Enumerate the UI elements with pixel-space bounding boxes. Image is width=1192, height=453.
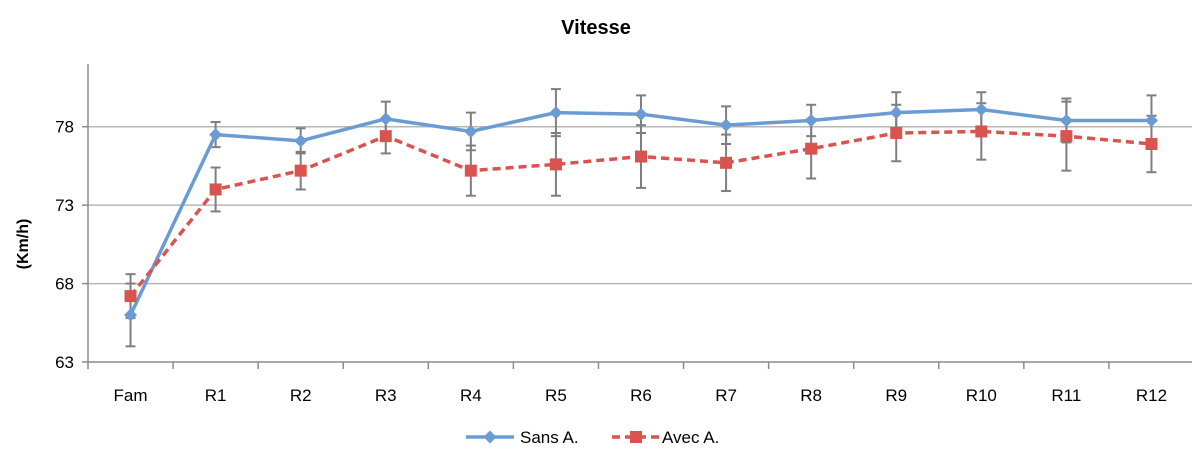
x-tick-label: Fam xyxy=(114,386,148,405)
data-point xyxy=(889,106,903,120)
legend: Sans A. Avec A. xyxy=(466,428,719,447)
data-point xyxy=(805,142,818,155)
data-point xyxy=(1145,137,1158,150)
x-tick-label: R11 xyxy=(1051,386,1081,405)
x-tick-label: R12 xyxy=(1136,386,1167,405)
data-point xyxy=(975,125,988,138)
x-tick-label: R10 xyxy=(966,386,997,405)
data-point xyxy=(635,150,647,163)
data-point xyxy=(464,164,477,177)
y-tick-label: 78 xyxy=(55,118,74,137)
error-bars xyxy=(125,88,1157,348)
data-point xyxy=(379,112,393,126)
data-point xyxy=(549,158,562,171)
data-point xyxy=(294,134,308,148)
data-point xyxy=(464,124,478,138)
data-point xyxy=(720,156,733,169)
data-point xyxy=(379,130,392,143)
data-point xyxy=(804,113,818,127)
x-tick-label: R7 xyxy=(715,386,737,405)
chart-title: Vitesse xyxy=(561,17,631,39)
data-point xyxy=(719,118,733,132)
data-point xyxy=(294,164,307,177)
data-point xyxy=(1060,130,1073,143)
axes xyxy=(82,64,1192,369)
x-tick-labels: Fam R1 R2 R3 R4 R5 R6 R7 R8 R9 R10 R11 R12 xyxy=(114,386,1168,405)
x-tick-label: R9 xyxy=(885,386,907,405)
data-markers xyxy=(124,102,1158,322)
y-tick-label: 73 xyxy=(55,196,74,215)
x-tick-label: R1 xyxy=(205,386,227,405)
data-point xyxy=(549,106,563,120)
data-point xyxy=(209,183,222,196)
x-tick-label: R4 xyxy=(460,386,482,405)
data-point xyxy=(1144,113,1158,127)
y-tick-label: 68 xyxy=(55,275,74,294)
legend-marker xyxy=(630,431,642,443)
y-tick-labels: 63 68 73 78 xyxy=(55,118,74,372)
x-tick-label: R3 xyxy=(375,386,397,405)
y-axis-label: (Km/h) xyxy=(15,219,32,270)
x-tick-label: R6 xyxy=(630,386,652,405)
x-tick-label: R5 xyxy=(545,386,567,405)
data-point xyxy=(974,102,988,116)
data-point xyxy=(634,107,648,121)
data-point xyxy=(209,128,223,142)
x-tick-label: R2 xyxy=(290,386,312,405)
legend-label: Avec A. xyxy=(662,428,719,447)
x-tick-label: R8 xyxy=(800,386,822,405)
data-point xyxy=(124,308,138,322)
data-point xyxy=(124,290,137,303)
y-tick-label: 63 xyxy=(55,353,74,372)
legend-marker xyxy=(483,430,497,444)
data-point xyxy=(1059,113,1073,127)
data-point xyxy=(890,127,903,140)
legend-label: Sans A. xyxy=(520,428,579,447)
